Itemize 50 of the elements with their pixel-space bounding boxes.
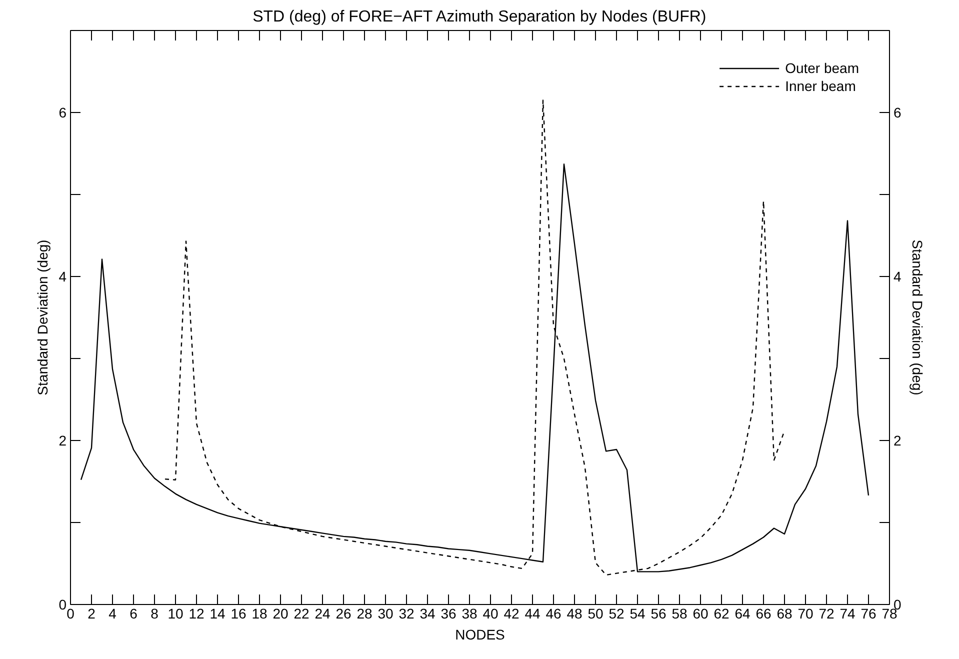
x-tick-label: 6 <box>130 606 138 622</box>
x-tick-label: 46 <box>546 606 562 622</box>
x-tick-label: 62 <box>714 606 730 622</box>
x-tick-label: 76 <box>860 606 876 622</box>
x-tick-label: 74 <box>840 606 856 622</box>
y-tick-label: 6 <box>58 104 67 120</box>
y2-axis-title: Standard Deviation (deg) <box>909 240 926 396</box>
legend-label: Inner beam <box>785 78 856 94</box>
x-tick-label: 70 <box>798 606 814 622</box>
x-tick-label: 12 <box>188 606 204 622</box>
x-tick-label: 38 <box>462 606 478 622</box>
x-tick-label: 42 <box>504 606 520 622</box>
x-tick-label: 48 <box>566 606 582 622</box>
x-tick-label: 26 <box>336 606 352 622</box>
x-tick-label: 18 <box>252 606 268 622</box>
x-axis-title: NODES <box>455 626 505 642</box>
x-tick-label: 52 <box>608 606 624 622</box>
y2-tick-label: 2 <box>894 432 902 448</box>
x-tick-label: 8 <box>150 606 159 622</box>
x-tick-label: 2 <box>88 606 96 622</box>
x-tick-label: 56 <box>650 606 666 622</box>
x-tick-label: 16 <box>230 606 246 622</box>
x-tick-label: 30 <box>378 606 394 622</box>
x-tick-label: 72 <box>818 606 834 622</box>
x-tick-label: 58 <box>672 606 688 622</box>
x-tick-label: 14 <box>210 606 226 622</box>
y-axis-title: Standard Deviation (deg) <box>34 240 51 396</box>
y2-tick-label: 6 <box>894 104 902 120</box>
x-tick-label: 28 <box>356 606 372 622</box>
x-tick-label: 36 <box>440 606 456 622</box>
x-tick-label: 60 <box>692 606 708 622</box>
x-tick-label: 4 <box>108 606 117 622</box>
y-tick-label: 4 <box>58 268 67 284</box>
y2-tick-label: 4 <box>894 268 902 284</box>
x-tick-label: 68 <box>776 606 792 622</box>
x-tick-label: 32 <box>398 606 414 622</box>
x-tick-label: 40 <box>482 606 498 622</box>
x-tick-label: 24 <box>314 606 330 622</box>
x-tick-label: 50 <box>588 606 604 622</box>
x-tick-label: 66 <box>756 606 772 622</box>
x-tick-label: 22 <box>294 606 310 622</box>
chart-title: STD (deg) of FORE−AFT Azimuth Separation by Nodes (BUFR) <box>252 8 706 26</box>
x-tick-label: 44 <box>524 606 540 622</box>
y-tick-label: 2 <box>58 432 67 448</box>
x-tick-label: 54 <box>630 606 646 622</box>
x-tick-label: 64 <box>734 606 750 622</box>
legend-label: Outer beam <box>785 60 859 76</box>
x-tick-label: 20 <box>272 606 288 622</box>
x-tick-label: 10 <box>168 606 184 622</box>
x-tick-label: 34 <box>420 606 436 622</box>
